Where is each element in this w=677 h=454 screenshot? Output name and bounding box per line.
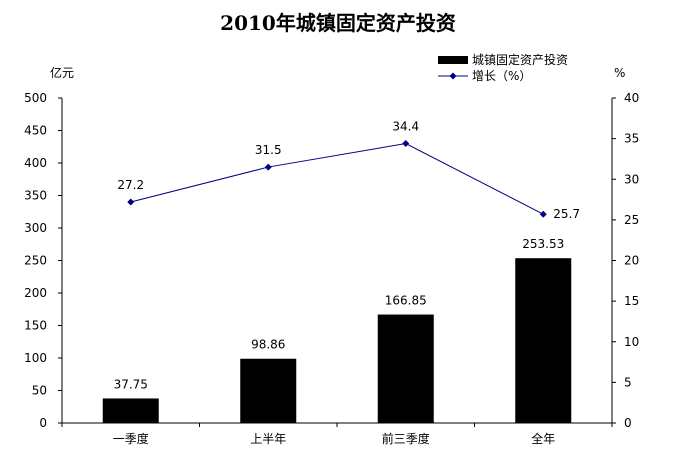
x-axis-category-label: 全年 xyxy=(531,431,555,446)
line-series xyxy=(127,140,547,218)
growth-marker xyxy=(402,140,410,147)
left-axis-tick-label: 250 xyxy=(24,254,47,268)
left-axis-unit: 亿元 xyxy=(50,65,74,80)
bar-series xyxy=(102,258,572,423)
legend-swatch-marker xyxy=(449,72,457,80)
right-axis-tick-label: 20 xyxy=(624,254,639,268)
bar-data-label: 98.86 xyxy=(251,338,285,352)
line-data-label: 34.4 xyxy=(392,120,419,134)
right-axis-tick-label: 5 xyxy=(624,375,632,389)
x-axis-category-label: 前三季度 xyxy=(382,431,430,446)
legend-label-investment: 城镇固定资产投资 xyxy=(472,52,568,67)
right-axis-unit: % xyxy=(614,66,625,80)
left-axis-tick-label: 200 xyxy=(24,286,47,300)
x-axis-category-label: 一季度 xyxy=(113,431,149,446)
right-axis-tick-label: 40 xyxy=(624,91,639,105)
legend-label-growth: 增长（%） xyxy=(472,69,531,83)
legend: 城镇固定资产投资 增长（%） xyxy=(438,52,568,83)
line-data-label: 27.2 xyxy=(117,178,144,192)
data-labels: 37.75 98.86 166.85 253.53 27.2 31.5 34.4 25.7 xyxy=(114,120,580,392)
bar xyxy=(240,358,297,423)
line-data-label: 31.5 xyxy=(255,143,282,157)
bar xyxy=(102,398,159,423)
left-axis-tick-label: 100 xyxy=(24,351,47,365)
line-data-label: 25.7 xyxy=(553,207,580,221)
left-axis-tick-label: 450 xyxy=(24,124,47,138)
left-axis-tick-label: 400 xyxy=(24,156,47,170)
left-axis-tick-label: 50 xyxy=(32,384,47,398)
right-axis-tick-label: 35 xyxy=(624,132,639,146)
growth-marker xyxy=(127,198,135,206)
legend-swatch-bar xyxy=(438,56,468,64)
bar-data-label: 166.85 xyxy=(385,294,427,308)
right-axis-tick-label: 0 xyxy=(624,416,632,430)
growth-marker xyxy=(539,210,547,218)
axes: 0 50 100 150 200 250 300 350 400 450 500 0 5 10 15 20 25… xyxy=(24,91,639,446)
left-axis-tick-label: 300 xyxy=(24,221,47,235)
left-axis-tick-label: 0 xyxy=(39,416,47,430)
growth-marker xyxy=(264,163,272,171)
growth-line xyxy=(130,142,544,215)
right-axis-tick-label: 30 xyxy=(624,172,639,186)
bar xyxy=(515,258,572,423)
chart-title: 2010年城镇固定资产投资 xyxy=(220,11,456,35)
bar-data-label: 253.53 xyxy=(522,237,564,251)
left-axis-tick-label: 150 xyxy=(24,319,47,333)
left-axis-tick-label: 350 xyxy=(24,189,47,203)
x-axis-category-label: 上半年 xyxy=(250,432,286,446)
right-axis-tick-label: 25 xyxy=(624,213,639,227)
right-axis-tick-label: 10 xyxy=(624,335,639,349)
bar xyxy=(377,314,434,423)
right-axis-tick-label: 15 xyxy=(624,294,639,308)
left-axis-tick-label: 500 xyxy=(24,91,47,105)
bar-data-label: 37.75 xyxy=(114,377,148,391)
